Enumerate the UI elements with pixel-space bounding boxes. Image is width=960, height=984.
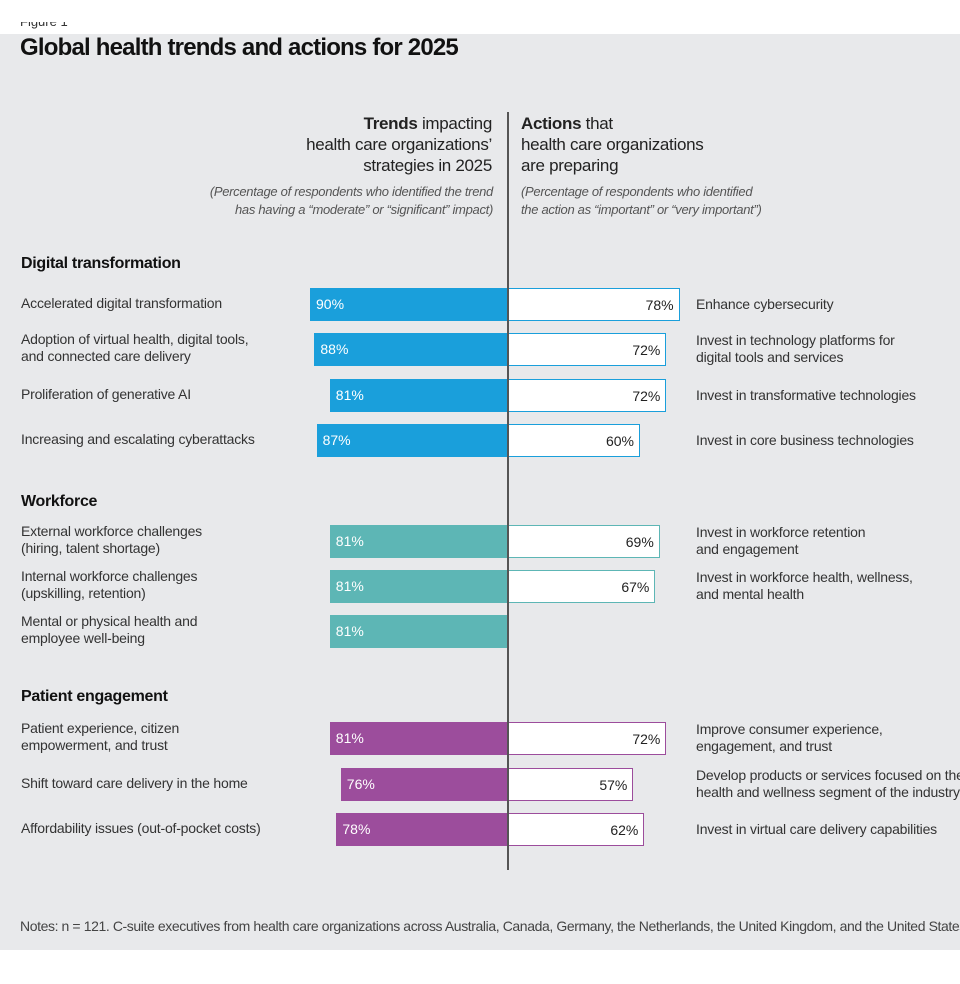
- figure-label: Figure 1: [20, 22, 68, 31]
- left-sub2: has having a “moderate” or “significant”…: [235, 202, 493, 217]
- trend-label: Mental or physical health and employee w…: [21, 613, 198, 646]
- trend-label: Shift toward care delivery in the home: [21, 774, 248, 791]
- action-label: Enhance cybersecurity: [696, 295, 834, 312]
- trend-label: Internal workforce challenges (upskillin…: [21, 568, 198, 601]
- left-header-line3: strategies in 2025: [363, 156, 492, 175]
- trend-label: Proliferation of generative AI: [21, 385, 191, 402]
- action-bar: 60%: [508, 423, 640, 457]
- right-header-bold: Actions: [521, 114, 582, 133]
- trend-bar: 76%: [340, 767, 508, 801]
- action-label: Invest in workforce health, wellness, an…: [696, 569, 913, 602]
- trend-bar: 81%: [329, 524, 508, 558]
- left-subheader: (Percentage of respondents who identifie…: [210, 183, 493, 219]
- action-label: Invest in technology platforms for digit…: [696, 332, 895, 365]
- action-bar: 72%: [508, 332, 667, 366]
- left-header: Trends impacting health care organizatio…: [306, 113, 492, 176]
- left-sub1: (Percentage of respondents who identifie…: [209, 184, 493, 199]
- trend-label: Increasing and escalating cyberattacks: [21, 430, 255, 447]
- action-bar: 67%: [508, 569, 656, 603]
- right-header-line2: health care organizations: [521, 135, 704, 154]
- action-label: Invest in core business technologies: [696, 431, 914, 448]
- trend-bar: 90%: [310, 287, 508, 321]
- trend-label: External workforce challenges (hiring, t…: [21, 523, 202, 556]
- trend-label: Affordability issues (out-of-pocket cost…: [21, 819, 261, 836]
- right-header: Actions that health care organizations a…: [521, 113, 704, 176]
- trend-bar: 81%: [329, 569, 508, 603]
- action-label: Invest in virtual care delivery capabili…: [696, 820, 937, 837]
- trend-bar: 81%: [329, 378, 508, 412]
- section-heading: Patient engagement: [21, 688, 168, 705]
- left-header-line2: health care organizations’: [306, 135, 492, 154]
- action-label: Develop products or services focused on …: [696, 767, 960, 800]
- notes: Notes: n = 121. C-suite executives from …: [20, 918, 960, 934]
- trend-bar: 81%: [329, 721, 508, 755]
- center-axis-line: [507, 112, 509, 870]
- trend-bar: 88%: [314, 332, 508, 366]
- right-header-line3: are preparing: [521, 156, 619, 175]
- left-header-bold: Trends: [363, 114, 418, 133]
- chart-title: Global health trends and actions for 202…: [20, 34, 459, 61]
- action-bar: 72%: [508, 378, 667, 412]
- right-sub2: the action as “important” or “very impor…: [521, 202, 762, 217]
- section-heading: Workforce: [21, 493, 98, 510]
- action-bar: 78%: [508, 287, 680, 321]
- trend-bar: 78%: [336, 812, 508, 846]
- section-heading: Digital transformation: [21, 255, 181, 272]
- trend-label: Patient experience, citizen empowerment,…: [21, 720, 180, 753]
- left-header-line1: impacting: [417, 114, 492, 133]
- right-subheader: (Percentage of respondents who identifie…: [521, 183, 762, 219]
- right-header-line1: that: [581, 114, 613, 133]
- action-bar: 72%: [508, 721, 667, 755]
- trend-bar: 81%: [329, 614, 508, 648]
- trend-label: Accelerated digital transformation: [21, 294, 222, 311]
- action-bar: 62%: [508, 812, 645, 846]
- action-label: Invest in workforce retention and engage…: [696, 524, 866, 557]
- trend-bar: 87%: [316, 423, 508, 457]
- action-label: Improve consumer experience, engagement,…: [696, 721, 883, 754]
- action-bar: 69%: [508, 524, 660, 558]
- action-bar: 57%: [508, 767, 634, 801]
- right-sub1: (Percentage of respondents who identifie…: [521, 184, 753, 199]
- trend-label: Adoption of virtual health, digital tool…: [21, 331, 249, 364]
- action-label: Invest in transformative technologies: [696, 386, 916, 403]
